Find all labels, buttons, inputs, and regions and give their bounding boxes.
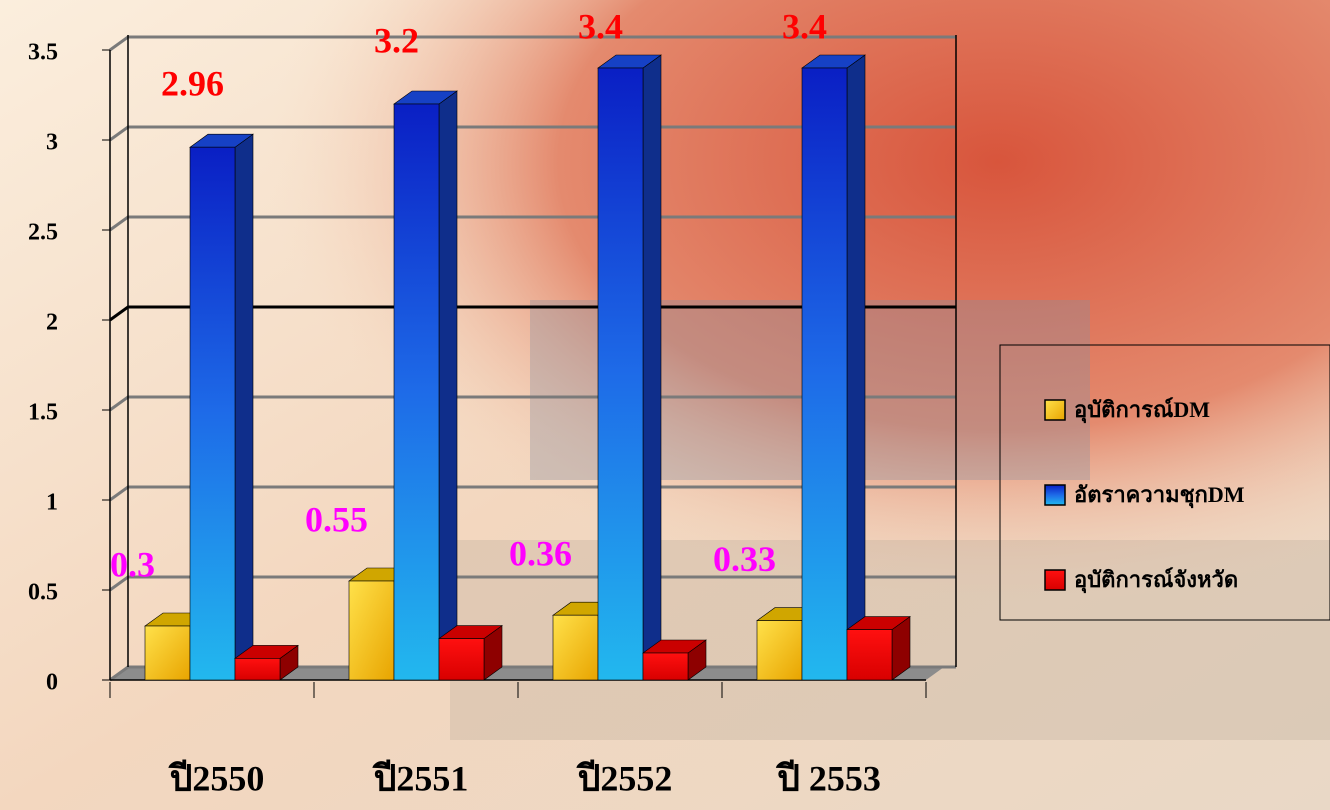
legend-swatch xyxy=(1044,569,1066,591)
bar-side xyxy=(642,54,662,681)
bar xyxy=(189,146,236,681)
legend-swatch xyxy=(1044,399,1066,421)
x-tick-label: ปี2550 xyxy=(168,758,265,798)
data-label: 0.33 xyxy=(713,539,776,579)
legend-label: อุบัติการณ์จังหวัด xyxy=(1074,567,1238,594)
bar xyxy=(642,652,689,681)
legend-label: อุบัติการณ์DM xyxy=(1074,397,1210,424)
data-label: 3.4 xyxy=(782,6,827,46)
bar xyxy=(348,580,395,681)
bar xyxy=(801,67,848,681)
data-label: 0.36 xyxy=(509,533,572,573)
y-tick-label: 0.5 xyxy=(28,580,58,606)
bar-side xyxy=(234,133,254,681)
bar xyxy=(393,103,440,681)
y-tick-label: 1.5 xyxy=(28,400,58,426)
x-tick-label: ปี 2553 xyxy=(775,758,881,798)
data-label: 3.4 xyxy=(578,6,623,46)
data-label: 3.2 xyxy=(374,20,419,60)
y-tick-label: 2 xyxy=(46,310,58,336)
y-tick-label: 1 xyxy=(46,490,58,516)
data-label: 0.55 xyxy=(305,499,368,539)
legend-label: อัตราความชุกDM xyxy=(1074,482,1245,509)
x-tick-label: ปี2551 xyxy=(372,758,469,798)
data-label: 2.96 xyxy=(161,63,224,103)
bar xyxy=(438,638,485,681)
x-tick-label: ปี2552 xyxy=(576,758,673,798)
floor xyxy=(110,667,944,680)
y-tick-label: 3.5 xyxy=(28,40,58,66)
legend-swatch xyxy=(1044,484,1066,506)
y-tick-label: 0 xyxy=(46,670,58,696)
bar xyxy=(597,67,644,681)
bar xyxy=(756,620,803,681)
bar xyxy=(552,614,599,681)
y-tick-label: 2.5 xyxy=(28,220,58,246)
y-tick-label: 3 xyxy=(46,130,58,156)
bar-side xyxy=(846,54,866,681)
data-label: 0.3 xyxy=(110,544,155,584)
bar xyxy=(846,629,893,681)
bar-side xyxy=(438,90,458,681)
bar xyxy=(144,625,191,681)
legend-box xyxy=(999,344,1330,621)
bar xyxy=(234,658,281,681)
